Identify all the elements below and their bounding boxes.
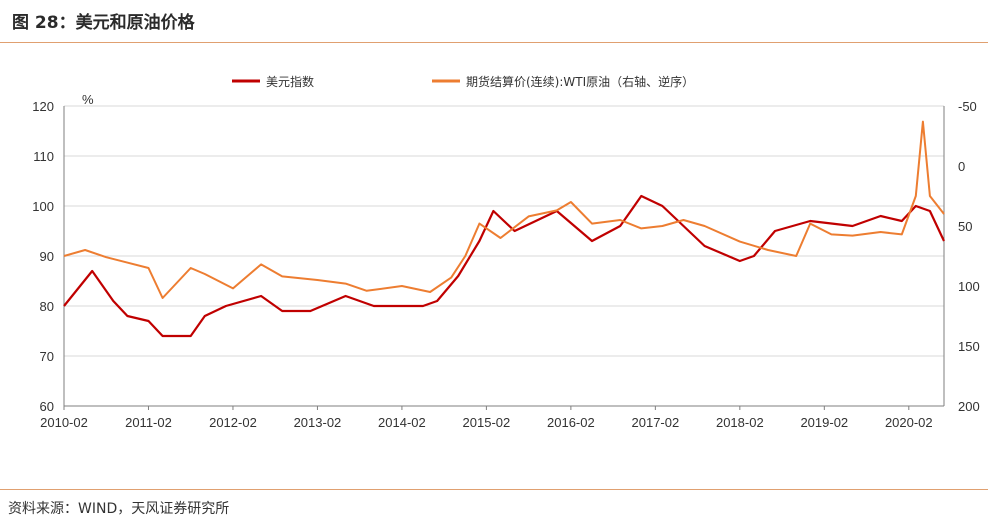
y-right-tick-label: 50 bbox=[958, 219, 972, 234]
y-left-tick-label: 90 bbox=[40, 249, 54, 264]
chart-title: 图 28：美元和原油价格 bbox=[12, 13, 195, 33]
series-line-1 bbox=[63, 194, 945, 338]
y-right-tick-label: -50 bbox=[958, 99, 977, 114]
legend-label-1: 美元指数 bbox=[266, 74, 314, 89]
title-divider bbox=[0, 42, 988, 43]
y-right-tick-label: 150 bbox=[958, 339, 980, 354]
x-tick-label: 2013-02 bbox=[294, 415, 342, 430]
x-tick-label: 2017-02 bbox=[632, 415, 680, 430]
y-left-tick-label: 70 bbox=[40, 349, 54, 364]
legend: 美元指数 期货结算价(连续):WTI原油（右轴、逆序） bbox=[232, 74, 694, 89]
x-tick-label: 2019-02 bbox=[800, 415, 848, 430]
source-divider bbox=[0, 489, 988, 490]
x-tick-label: 2016-02 bbox=[547, 415, 595, 430]
series-lines bbox=[63, 120, 945, 338]
y-right-tick-label: 0 bbox=[958, 159, 965, 174]
y-right-tick-label: 100 bbox=[958, 279, 980, 294]
y-left-tick-label: 100 bbox=[32, 199, 54, 214]
legend-label-2: 期货结算价(连续):WTI原油（右轴、逆序） bbox=[466, 74, 694, 89]
y-right-tick-label: 200 bbox=[958, 399, 980, 414]
y-left-tick-label: 60 bbox=[40, 399, 54, 414]
y-left-unit-label: % bbox=[82, 92, 94, 107]
source-note: 资料来源：WIND，天风证券研究所 bbox=[8, 501, 230, 517]
x-tick-label: 2010-02 bbox=[40, 415, 88, 430]
y-left-tick-label: 120 bbox=[32, 99, 54, 114]
x-tick-label: 2012-02 bbox=[209, 415, 257, 430]
x-tick-label: 2014-02 bbox=[378, 415, 426, 430]
x-tick-label: 2015-02 bbox=[463, 415, 511, 430]
axes: 60 70 80 90 100 110 120 -50 0 50 100 150 200% 2010-02… bbox=[32, 92, 979, 430]
y-left-tick-label: 80 bbox=[40, 299, 54, 314]
series-line-2 bbox=[63, 120, 945, 299]
gridlines bbox=[64, 105, 944, 357]
y-left-tick-label: 110 bbox=[33, 149, 54, 164]
x-tick-label: 2020-02 bbox=[885, 415, 933, 430]
x-tick-label: 2018-02 bbox=[716, 415, 764, 430]
x-tick-label: 2011-02 bbox=[125, 415, 172, 430]
